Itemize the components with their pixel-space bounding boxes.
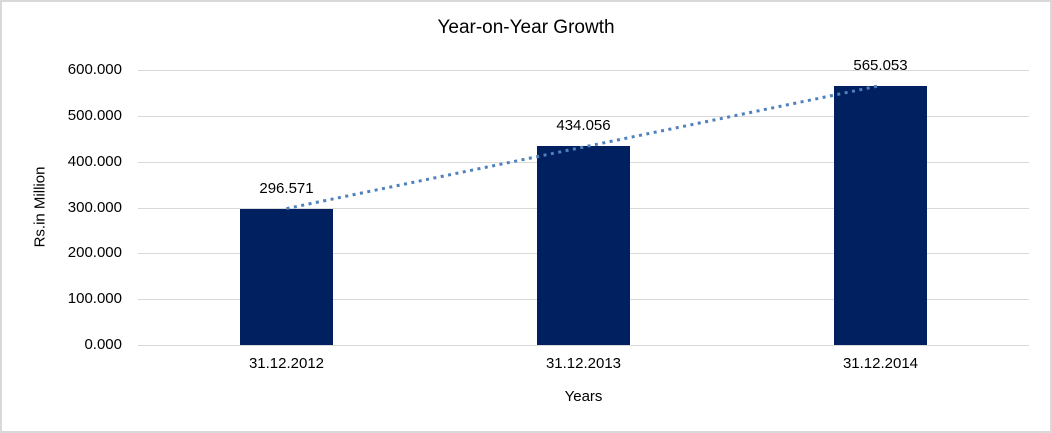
bar-31.12.2014 (834, 86, 927, 345)
x-axis-title: Years (564, 388, 603, 405)
y-axis-tick-label: 600.000 (67, 61, 122, 78)
x-axis-tick-label: 31.12.2013 (545, 355, 622, 372)
y-axis-tick-label: 100.000 (67, 290, 122, 308)
x-axis-tick-label: 31.12.2014 (842, 355, 919, 372)
y-axis-tick-label: 300.000 (67, 198, 122, 216)
bar-31.12.2013 (537, 146, 630, 345)
data-label: 565.053 (853, 57, 908, 75)
bar-31.12.2012 (240, 209, 333, 345)
y-axis-tick-label: 500.000 (67, 106, 122, 124)
y-axis-tick-label: 400.000 (67, 152, 122, 170)
y-axis-tick-label: 0.000 (84, 336, 122, 353)
gridline (138, 70, 1029, 71)
y-axis-tick-label: 200.000 (67, 244, 122, 262)
data-label: 434.056 (556, 117, 611, 135)
x-axis-tick-label: 31.12.2012 (248, 355, 325, 372)
chart-title: Year-on-Year Growth (437, 17, 615, 38)
data-label: 296.571 (259, 180, 314, 198)
gridline (138, 345, 1029, 346)
